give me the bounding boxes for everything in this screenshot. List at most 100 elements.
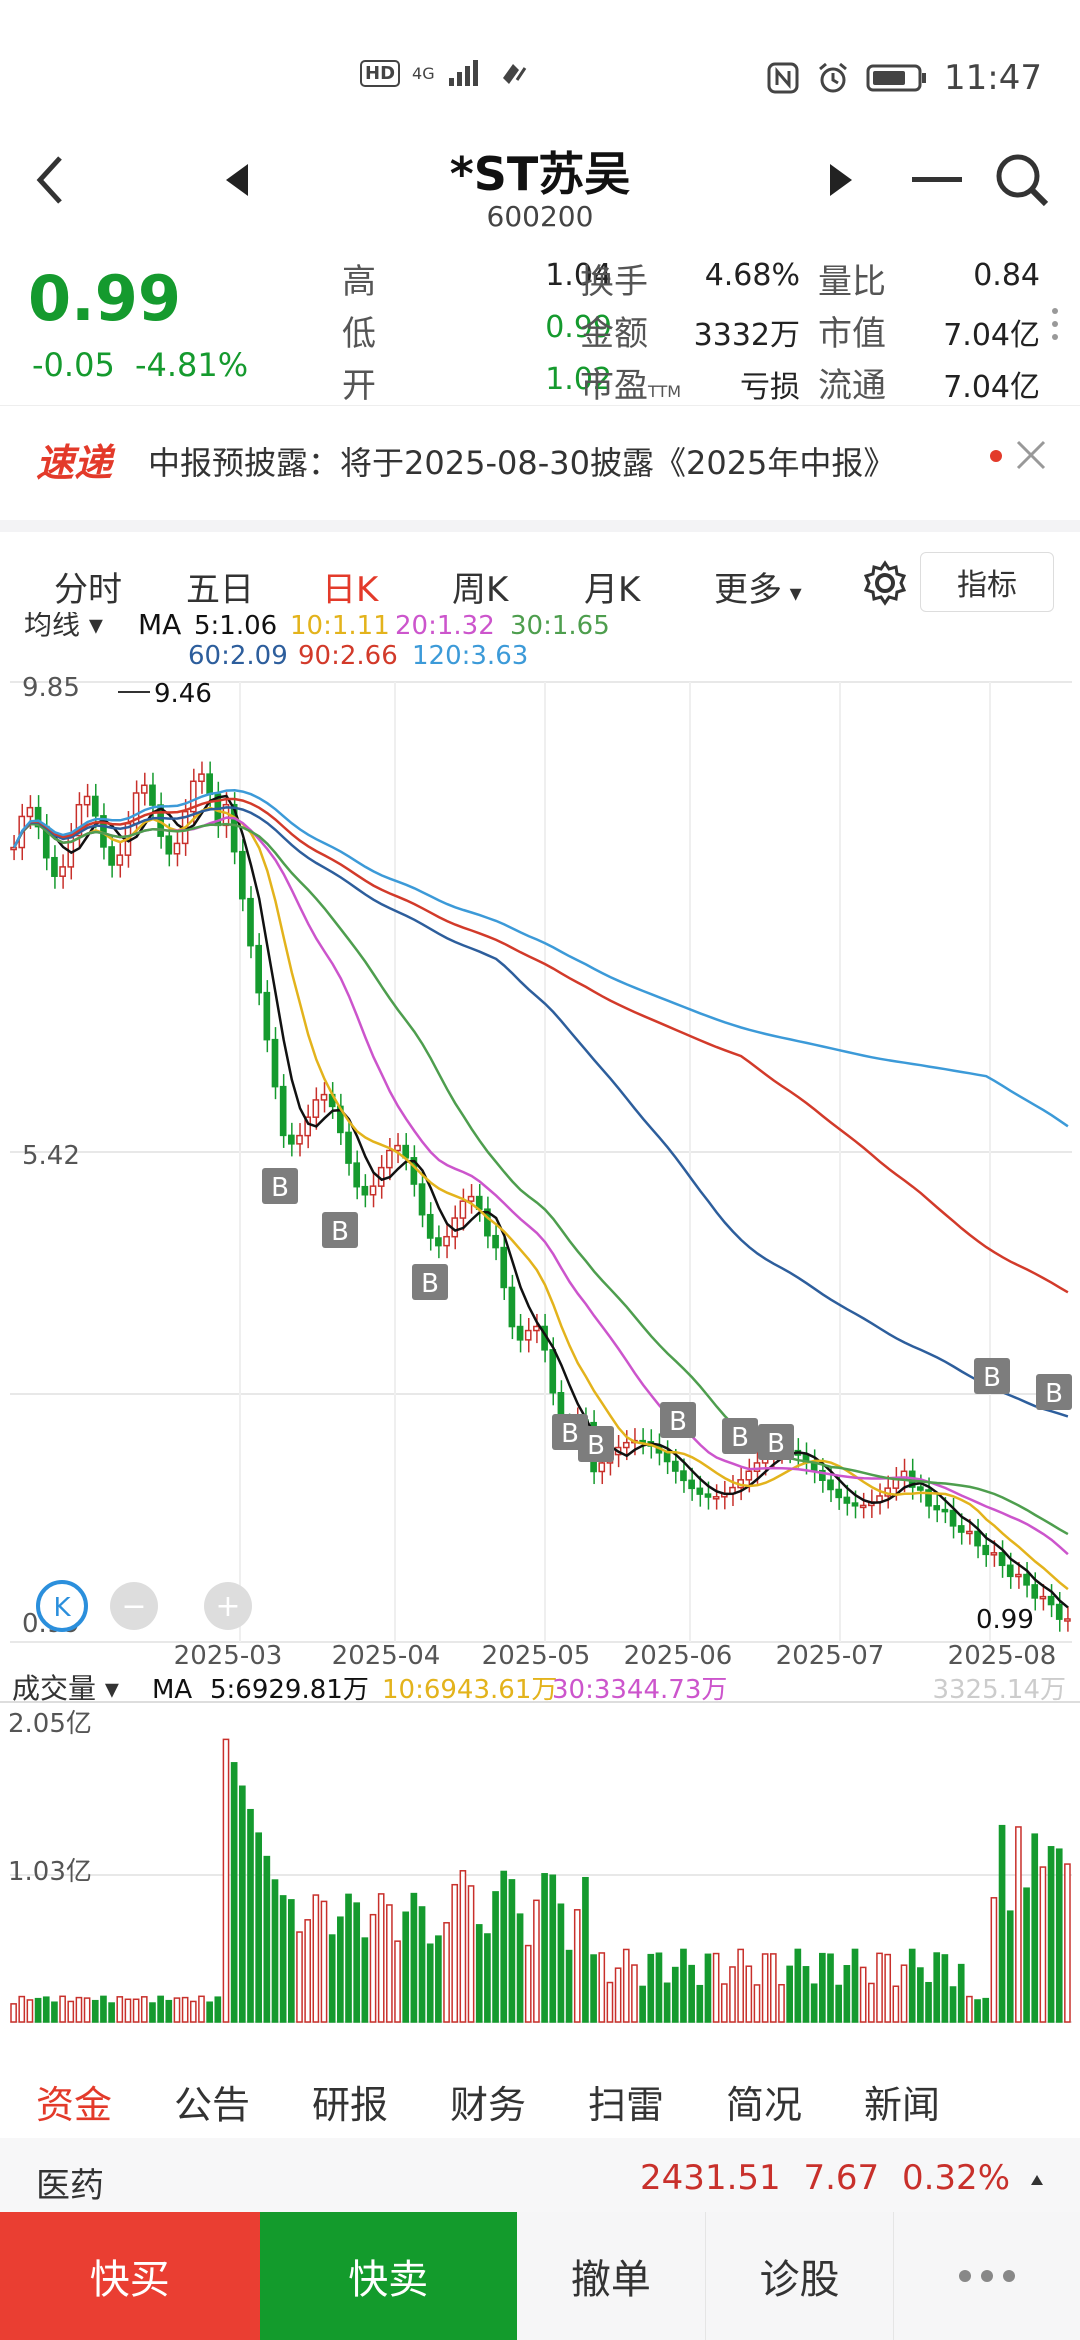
tab-5[interactable]: 更多 ▾ [714,570,802,610]
k-badge[interactable] [36,1580,88,1632]
candle [369,1185,377,1196]
zoom-in-button[interactable] [204,1582,252,1630]
volume-bar [26,1999,34,2023]
candle [917,1486,924,1491]
kline-chart[interactable]: 均线 ▾ MA 5:1.06 10:1.11 20:1.32 30:1.65 60:2.09… [0,612,1080,2052]
ma-selector[interactable]: 均线 ▾ [24,612,103,641]
candle [941,1508,949,1513]
candle [51,856,58,877]
info-tab-0[interactable]: 资金 [36,2083,113,2127]
volume-bar [998,1824,1006,2023]
candle [671,1460,679,1472]
info-tabs: 资金 公告 研报 财务 扫雷 简况 新闻 [0,2060,1080,2140]
minimize-icon[interactable] [912,175,962,185]
volume-bar [91,1999,99,2023]
search-icon[interactable] [994,152,1050,208]
volume-bar [974,1999,981,2023]
volume-bar [149,2002,156,2023]
prev-stock-icon[interactable] [222,160,252,200]
diagnose-button[interactable]: 诊股 [705,2212,895,2340]
buy-marker[interactable] [322,1212,358,1248]
candle [238,850,246,900]
volume-bar [140,1996,148,2023]
candle [745,1470,753,1481]
quote-value: 亏损 [740,370,800,405]
candle [1015,1573,1022,1578]
more-vertical-icon[interactable] [1050,306,1060,346]
x-tick: 2025-08 [948,1641,1057,1671]
settings-gear-icon[interactable] [862,560,908,606]
volume-bar [810,1983,818,2023]
volume-bar [631,1964,638,2023]
indicator-button[interactable]: 指标 [920,552,1054,612]
close-icon[interactable] [1014,438,1048,472]
candle [361,1185,369,1196]
network-type: 4G [412,63,435,83]
info-tab-2[interactable]: 研报 [312,2083,389,2127]
volume-selector[interactable]: 成交量 ▾ [12,1672,119,1705]
volume-bar [459,1870,467,2023]
cancel-order-button[interactable]: 撤单 [517,2212,706,2340]
quick-buy-button[interactable]: 快买 [0,2212,260,2340]
volume-bar [165,1999,173,2023]
tab-4[interactable]: 月K [584,570,641,610]
news-banner[interactable]: 速递 中报预披露：将于2025-08-30披露《2025年中报》 [0,405,1080,510]
next-stock-icon[interactable] [826,160,856,200]
candle [1064,1618,1071,1622]
volume-bar [949,1986,957,2023]
info-tab-6[interactable]: 新闻 [864,2083,941,2127]
sector-bar[interactable]: 医药 2431.51 7.67 0.32% [0,2138,1080,2218]
volume-bar [516,1913,524,2023]
back-icon[interactable] [32,152,66,208]
volume-bar [377,1893,385,2023]
more-menu-button[interactable] [894,2212,1080,2340]
candle [1039,1595,1047,1600]
volume-bar [851,1948,859,2023]
candle [304,1116,312,1137]
buy-marker[interactable] [412,1264,448,1300]
quick-sell-button[interactable]: 快卖 [259,2212,518,2340]
buy-marker[interactable] [1036,1374,1072,1410]
info-tab-4[interactable]: 扫雷 [588,2083,665,2127]
action-bar: 快买 快卖 撤单 诊股 [0,2212,1080,2340]
ma-legend-item: 30:1.65 [510,612,610,641]
buy-marker[interactable] [578,1426,614,1462]
candle [75,803,83,837]
chevron-down-icon: ▾ [782,579,802,607]
ma-line-30 [12,822,1069,1536]
volume-bar [614,1967,622,2023]
volume-bar [1031,1833,1039,2023]
candle [696,1487,704,1495]
ma-line-5 [12,794,1069,1609]
k-badge-label: K [53,1593,71,1623]
volume-bar [598,1952,606,2023]
tab-3[interactable]: 周K [452,570,509,610]
volume-bar [238,1785,246,2023]
buy-marker[interactable] [758,1424,794,1460]
battery-icon [866,64,927,92]
volume-bar [206,2001,213,2023]
info-tab-1[interactable]: 公告 [174,2083,251,2127]
tab-0[interactable]: 分时 [54,570,122,610]
candle [410,1157,418,1185]
tab-2[interactable]: 日K [322,562,378,618]
volume-bar [296,1931,303,2023]
info-tab-3[interactable]: 财务 [450,2083,527,2127]
tab-1[interactable]: 五日 [186,570,254,610]
buy-marker[interactable] [262,1168,298,1204]
volume-bar [688,1964,695,2023]
buy-marker[interactable] [722,1418,758,1454]
volume-bar [124,1998,132,2023]
volume-bar [663,1982,671,2023]
candle [443,1235,450,1247]
buy-marker[interactable] [974,1358,1010,1394]
volume-bar [941,1954,949,2023]
zoom-out-button[interactable] [110,1582,158,1630]
info-tab-5[interactable]: 简况 [726,2083,803,2127]
candle [982,1544,990,1556]
period-tabs: 分时 五日 日K 周K 月K 更多 ▾ 指标 [0,520,1080,632]
volume-bar [582,1876,589,2023]
volume-bar [802,1966,810,2023]
buy-marker[interactable] [660,1402,696,1438]
candle [680,1470,687,1482]
